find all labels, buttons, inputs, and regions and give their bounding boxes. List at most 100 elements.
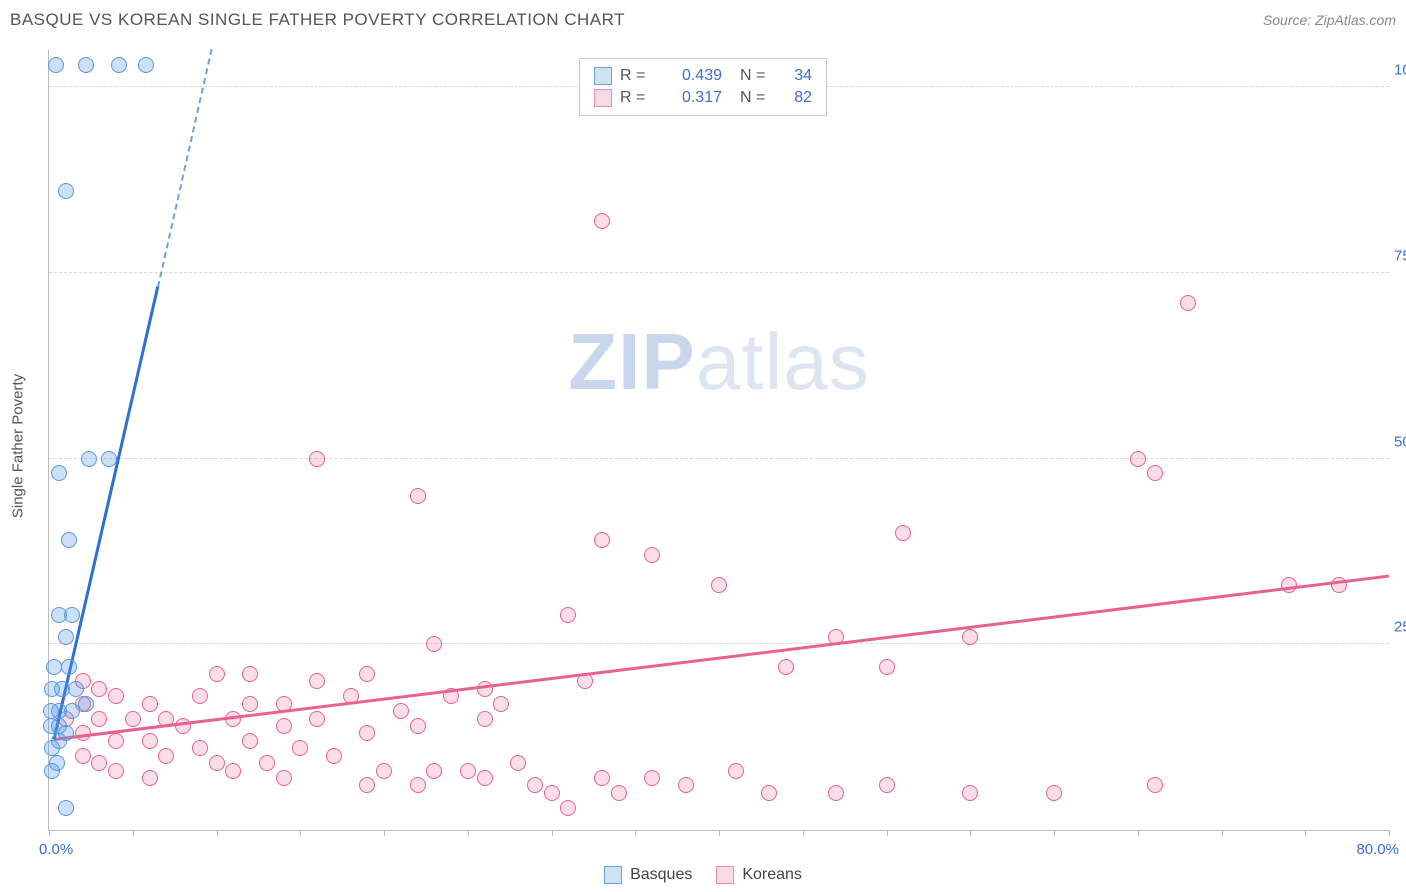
- data-point: [225, 711, 241, 727]
- data-point: [879, 777, 895, 793]
- data-point: [359, 725, 375, 741]
- correlation-legend: R =0.439N =34R =0.317N =82: [579, 58, 827, 116]
- data-point: [309, 673, 325, 689]
- data-point: [678, 777, 694, 793]
- legend-swatch: [594, 89, 612, 107]
- x-tick-mark: [887, 830, 888, 836]
- data-point: [644, 770, 660, 786]
- data-point: [410, 718, 426, 734]
- x-tick-mark: [300, 830, 301, 836]
- data-point: [75, 748, 91, 764]
- data-point: [594, 532, 610, 548]
- legend-r-value: 0.439: [662, 67, 722, 85]
- x-tick-mark: [217, 830, 218, 836]
- legend-label: Koreans: [742, 866, 802, 884]
- legend-n-value: 34: [782, 67, 812, 85]
- data-point: [711, 577, 727, 593]
- data-point: [560, 607, 576, 623]
- data-point: [58, 800, 74, 816]
- data-point: [895, 525, 911, 541]
- data-point: [51, 465, 67, 481]
- data-point: [111, 57, 127, 73]
- data-point: [292, 740, 308, 756]
- data-point: [259, 755, 275, 771]
- legend-row: R =0.439N =34: [594, 65, 812, 87]
- legend-row: R =0.317N =82: [594, 87, 812, 109]
- data-point: [309, 711, 325, 727]
- data-point: [138, 57, 154, 73]
- data-point: [410, 777, 426, 793]
- data-point: [443, 688, 459, 704]
- x-tick-mark: [1389, 830, 1390, 836]
- y-axis-title: Single Father Poverty: [10, 374, 27, 518]
- data-point: [376, 763, 392, 779]
- legend-r-label: R =: [620, 89, 654, 107]
- data-point: [125, 711, 141, 727]
- data-point: [577, 673, 593, 689]
- source-label: Source: ZipAtlas.com: [1263, 12, 1396, 28]
- x-tick-mark: [635, 830, 636, 836]
- data-point: [1331, 577, 1347, 593]
- data-point: [343, 688, 359, 704]
- data-point: [225, 763, 241, 779]
- data-point: [594, 213, 610, 229]
- x-tick-mark: [468, 830, 469, 836]
- trend-line: [54, 574, 1389, 740]
- data-point: [64, 607, 80, 623]
- data-point: [81, 451, 97, 467]
- x-tick-mark: [803, 830, 804, 836]
- x-tick-mark: [552, 830, 553, 836]
- watermark: ZIPatlas: [568, 316, 869, 408]
- x-tick-mark: [49, 830, 50, 836]
- gridline: [49, 272, 1389, 273]
- trend-line-dashed: [157, 49, 213, 287]
- data-point: [108, 688, 124, 704]
- data-point: [108, 733, 124, 749]
- data-point: [1147, 777, 1163, 793]
- data-point: [477, 711, 493, 727]
- y-tick-label: 50.0%: [1394, 433, 1406, 450]
- data-point: [175, 718, 191, 734]
- y-tick-label: 100.0%: [1394, 62, 1406, 79]
- legend-r-label: R =: [620, 67, 654, 85]
- data-point: [48, 57, 64, 73]
- data-point: [410, 488, 426, 504]
- data-point: [68, 681, 84, 697]
- legend-swatch: [594, 67, 612, 85]
- data-point: [477, 681, 493, 697]
- data-point: [51, 733, 67, 749]
- page-title: BASQUE VS KOREAN SINGLE FATHER POVERTY C…: [10, 10, 625, 30]
- data-point: [393, 703, 409, 719]
- data-point: [91, 755, 107, 771]
- legend-r-value: 0.317: [662, 89, 722, 107]
- data-point: [242, 666, 258, 682]
- data-point: [46, 659, 62, 675]
- x-tick-mark: [1054, 830, 1055, 836]
- x-axis-max-label: 80.0%: [1356, 841, 1399, 858]
- y-tick-label: 75.0%: [1394, 247, 1406, 264]
- data-point: [78, 57, 94, 73]
- gridline: [49, 643, 1389, 644]
- data-point: [460, 763, 476, 779]
- legend-n-label: N =: [740, 89, 774, 107]
- data-point: [879, 659, 895, 675]
- x-tick-mark: [1222, 830, 1223, 836]
- data-point: [142, 770, 158, 786]
- data-point: [58, 183, 74, 199]
- data-point: [359, 666, 375, 682]
- y-tick-label: 25.0%: [1394, 619, 1406, 636]
- x-tick-mark: [1305, 830, 1306, 836]
- data-point: [1180, 295, 1196, 311]
- x-tick-mark: [1138, 830, 1139, 836]
- data-point: [209, 755, 225, 771]
- data-point: [544, 785, 560, 801]
- scatter-chart: ZIPatlas 0.0% 80.0% 25.0%50.0%75.0%100.0…: [48, 50, 1389, 831]
- data-point: [761, 785, 777, 801]
- legend-item: Koreans: [716, 866, 802, 884]
- data-point: [242, 733, 258, 749]
- data-point: [192, 688, 208, 704]
- data-point: [594, 770, 610, 786]
- data-point: [1046, 785, 1062, 801]
- x-tick-mark: [384, 830, 385, 836]
- data-point: [510, 755, 526, 771]
